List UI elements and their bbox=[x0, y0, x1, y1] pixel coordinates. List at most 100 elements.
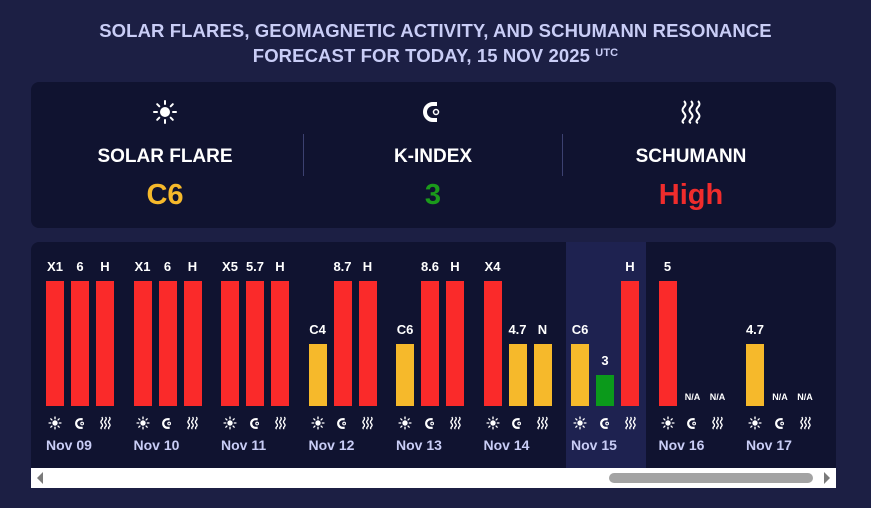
day-label: Nov 12 bbox=[308, 437, 355, 453]
chart-bar bbox=[596, 374, 614, 406]
bar-value-label: X1 bbox=[134, 259, 151, 274]
waves-icon bbox=[797, 415, 813, 431]
bar-value-label: H bbox=[187, 259, 198, 274]
magnet-icon bbox=[597, 415, 613, 431]
chart-bar bbox=[221, 281, 239, 406]
bar-value-label: X5 bbox=[222, 259, 238, 274]
magnet-icon bbox=[299, 98, 567, 126]
summary-divider bbox=[303, 134, 304, 176]
chart-bar bbox=[158, 281, 177, 406]
sun-icon bbox=[47, 415, 63, 431]
sun-icon bbox=[747, 415, 763, 431]
bar-value-label: C6 bbox=[571, 321, 589, 337]
chart-bar bbox=[571, 343, 589, 406]
bar-value-label: 8.6 bbox=[420, 259, 440, 274]
bar-value-label: H bbox=[100, 259, 110, 274]
chart-bar bbox=[483, 281, 502, 406]
chart-bar bbox=[183, 281, 202, 406]
waves-icon bbox=[272, 415, 288, 431]
day-label: Nov 14 bbox=[483, 437, 530, 453]
k-index-label: K-INDEX bbox=[393, 146, 473, 167]
schumann-value: High bbox=[658, 179, 724, 211]
day-label: Nov 10 bbox=[133, 437, 180, 453]
bar-value-label: X1 bbox=[47, 259, 63, 274]
chart-bar bbox=[533, 343, 552, 406]
bar-value-label: N/A bbox=[772, 392, 788, 402]
magnet-icon bbox=[160, 415, 176, 431]
page-title: SOLAR FLARES, GEOMAGNETIC ACTIVITY, AND … bbox=[0, 18, 871, 68]
bar-value-label: 4.7 bbox=[508, 321, 527, 337]
magnet-icon bbox=[685, 415, 701, 431]
bar-value-label: H bbox=[625, 259, 635, 274]
bar-value-label: 5.7 bbox=[245, 259, 265, 274]
solar-flare-summary: SOLAR FLARE C6 bbox=[31, 82, 299, 228]
chart-bar bbox=[508, 343, 527, 406]
k-index-value: 3 bbox=[424, 179, 442, 211]
day-label: Nov 17 bbox=[746, 437, 792, 453]
bar-value-label: N bbox=[537, 321, 548, 337]
title-line-2: FORECAST FOR TODAY, 15 NOV 2025 UTC bbox=[0, 43, 871, 68]
forecast-bar-chart[interactable]: X1 6 H Nov 09 X1 6 H Nov 10 X5 5.7 H Nov 11 C4 8.7 H No… bbox=[31, 242, 836, 468]
chart-bar bbox=[308, 343, 327, 406]
waves-icon bbox=[185, 415, 201, 431]
chart-bar bbox=[621, 281, 639, 406]
magnet-icon bbox=[247, 415, 263, 431]
chart-bar bbox=[96, 281, 114, 406]
title-line-1: SOLAR FLARES, GEOMAGNETIC ACTIVITY, AND … bbox=[99, 20, 772, 41]
chart-bar bbox=[421, 281, 439, 406]
utc-label: UTC bbox=[595, 47, 619, 59]
scroll-right-arrow-icon[interactable] bbox=[824, 472, 830, 484]
day-label: Nov 09 bbox=[46, 437, 92, 453]
waves-icon bbox=[535, 415, 551, 431]
bar-value-label: 6 bbox=[76, 259, 84, 274]
waves-icon bbox=[622, 415, 638, 431]
waves-icon bbox=[557, 98, 825, 126]
chart-bar bbox=[658, 281, 677, 406]
bar-value-label: N/A bbox=[797, 392, 813, 402]
chart-bar bbox=[396, 343, 414, 406]
sun-icon bbox=[31, 98, 299, 126]
bar-value-label: 8.7 bbox=[333, 259, 352, 274]
chart-bar bbox=[246, 281, 264, 406]
chart-bar bbox=[271, 281, 289, 406]
sun-icon bbox=[135, 415, 151, 431]
chart-bar bbox=[71, 281, 89, 406]
chart-bar bbox=[133, 281, 152, 406]
bar-value-label: 4.7 bbox=[745, 321, 765, 337]
schumann-label: SCHUMANN bbox=[635, 146, 747, 167]
day-label: Nov 15 bbox=[571, 437, 617, 453]
bar-value-label: 5 bbox=[663, 259, 672, 274]
schumann-summary: SCHUMANN High bbox=[557, 82, 825, 228]
magnet-icon bbox=[335, 415, 351, 431]
waves-icon bbox=[710, 415, 726, 431]
sun-icon bbox=[397, 415, 413, 431]
waves-icon bbox=[97, 415, 113, 431]
sun-icon bbox=[485, 415, 501, 431]
bar-value-label: 6 bbox=[163, 259, 172, 274]
day-label: Nov 16 bbox=[658, 437, 705, 453]
magnet-icon bbox=[72, 415, 88, 431]
bar-value-label: N/A bbox=[709, 392, 726, 402]
solar-flare-value: C6 bbox=[146, 179, 184, 211]
scroll-left-arrow-icon[interactable] bbox=[37, 472, 43, 484]
summary-divider bbox=[562, 134, 563, 176]
magnet-icon bbox=[510, 415, 526, 431]
scrollbar-thumb[interactable] bbox=[609, 473, 813, 483]
chart-scrollbar[interactable] bbox=[31, 468, 836, 488]
bar-value-label: C6 bbox=[396, 321, 414, 337]
forecast-summary-panel: SOLAR FLARE C6 K-INDEX 3 SCHUMANN High bbox=[31, 82, 836, 228]
sun-icon bbox=[222, 415, 238, 431]
waves-icon bbox=[360, 415, 376, 431]
chart-bar bbox=[446, 281, 464, 406]
bar-value-label: H bbox=[362, 259, 373, 274]
waves-icon bbox=[447, 415, 463, 431]
day-label: Nov 11 bbox=[221, 437, 267, 453]
bar-value-label: H bbox=[450, 259, 460, 274]
sun-icon bbox=[572, 415, 588, 431]
day-label: Nov 13 bbox=[396, 437, 442, 453]
magnet-icon bbox=[772, 415, 788, 431]
bar-value-label: N/A bbox=[684, 392, 701, 402]
chart-bar bbox=[46, 281, 64, 406]
bar-value-label: C4 bbox=[309, 321, 326, 337]
bar-value-label: H bbox=[275, 259, 285, 274]
